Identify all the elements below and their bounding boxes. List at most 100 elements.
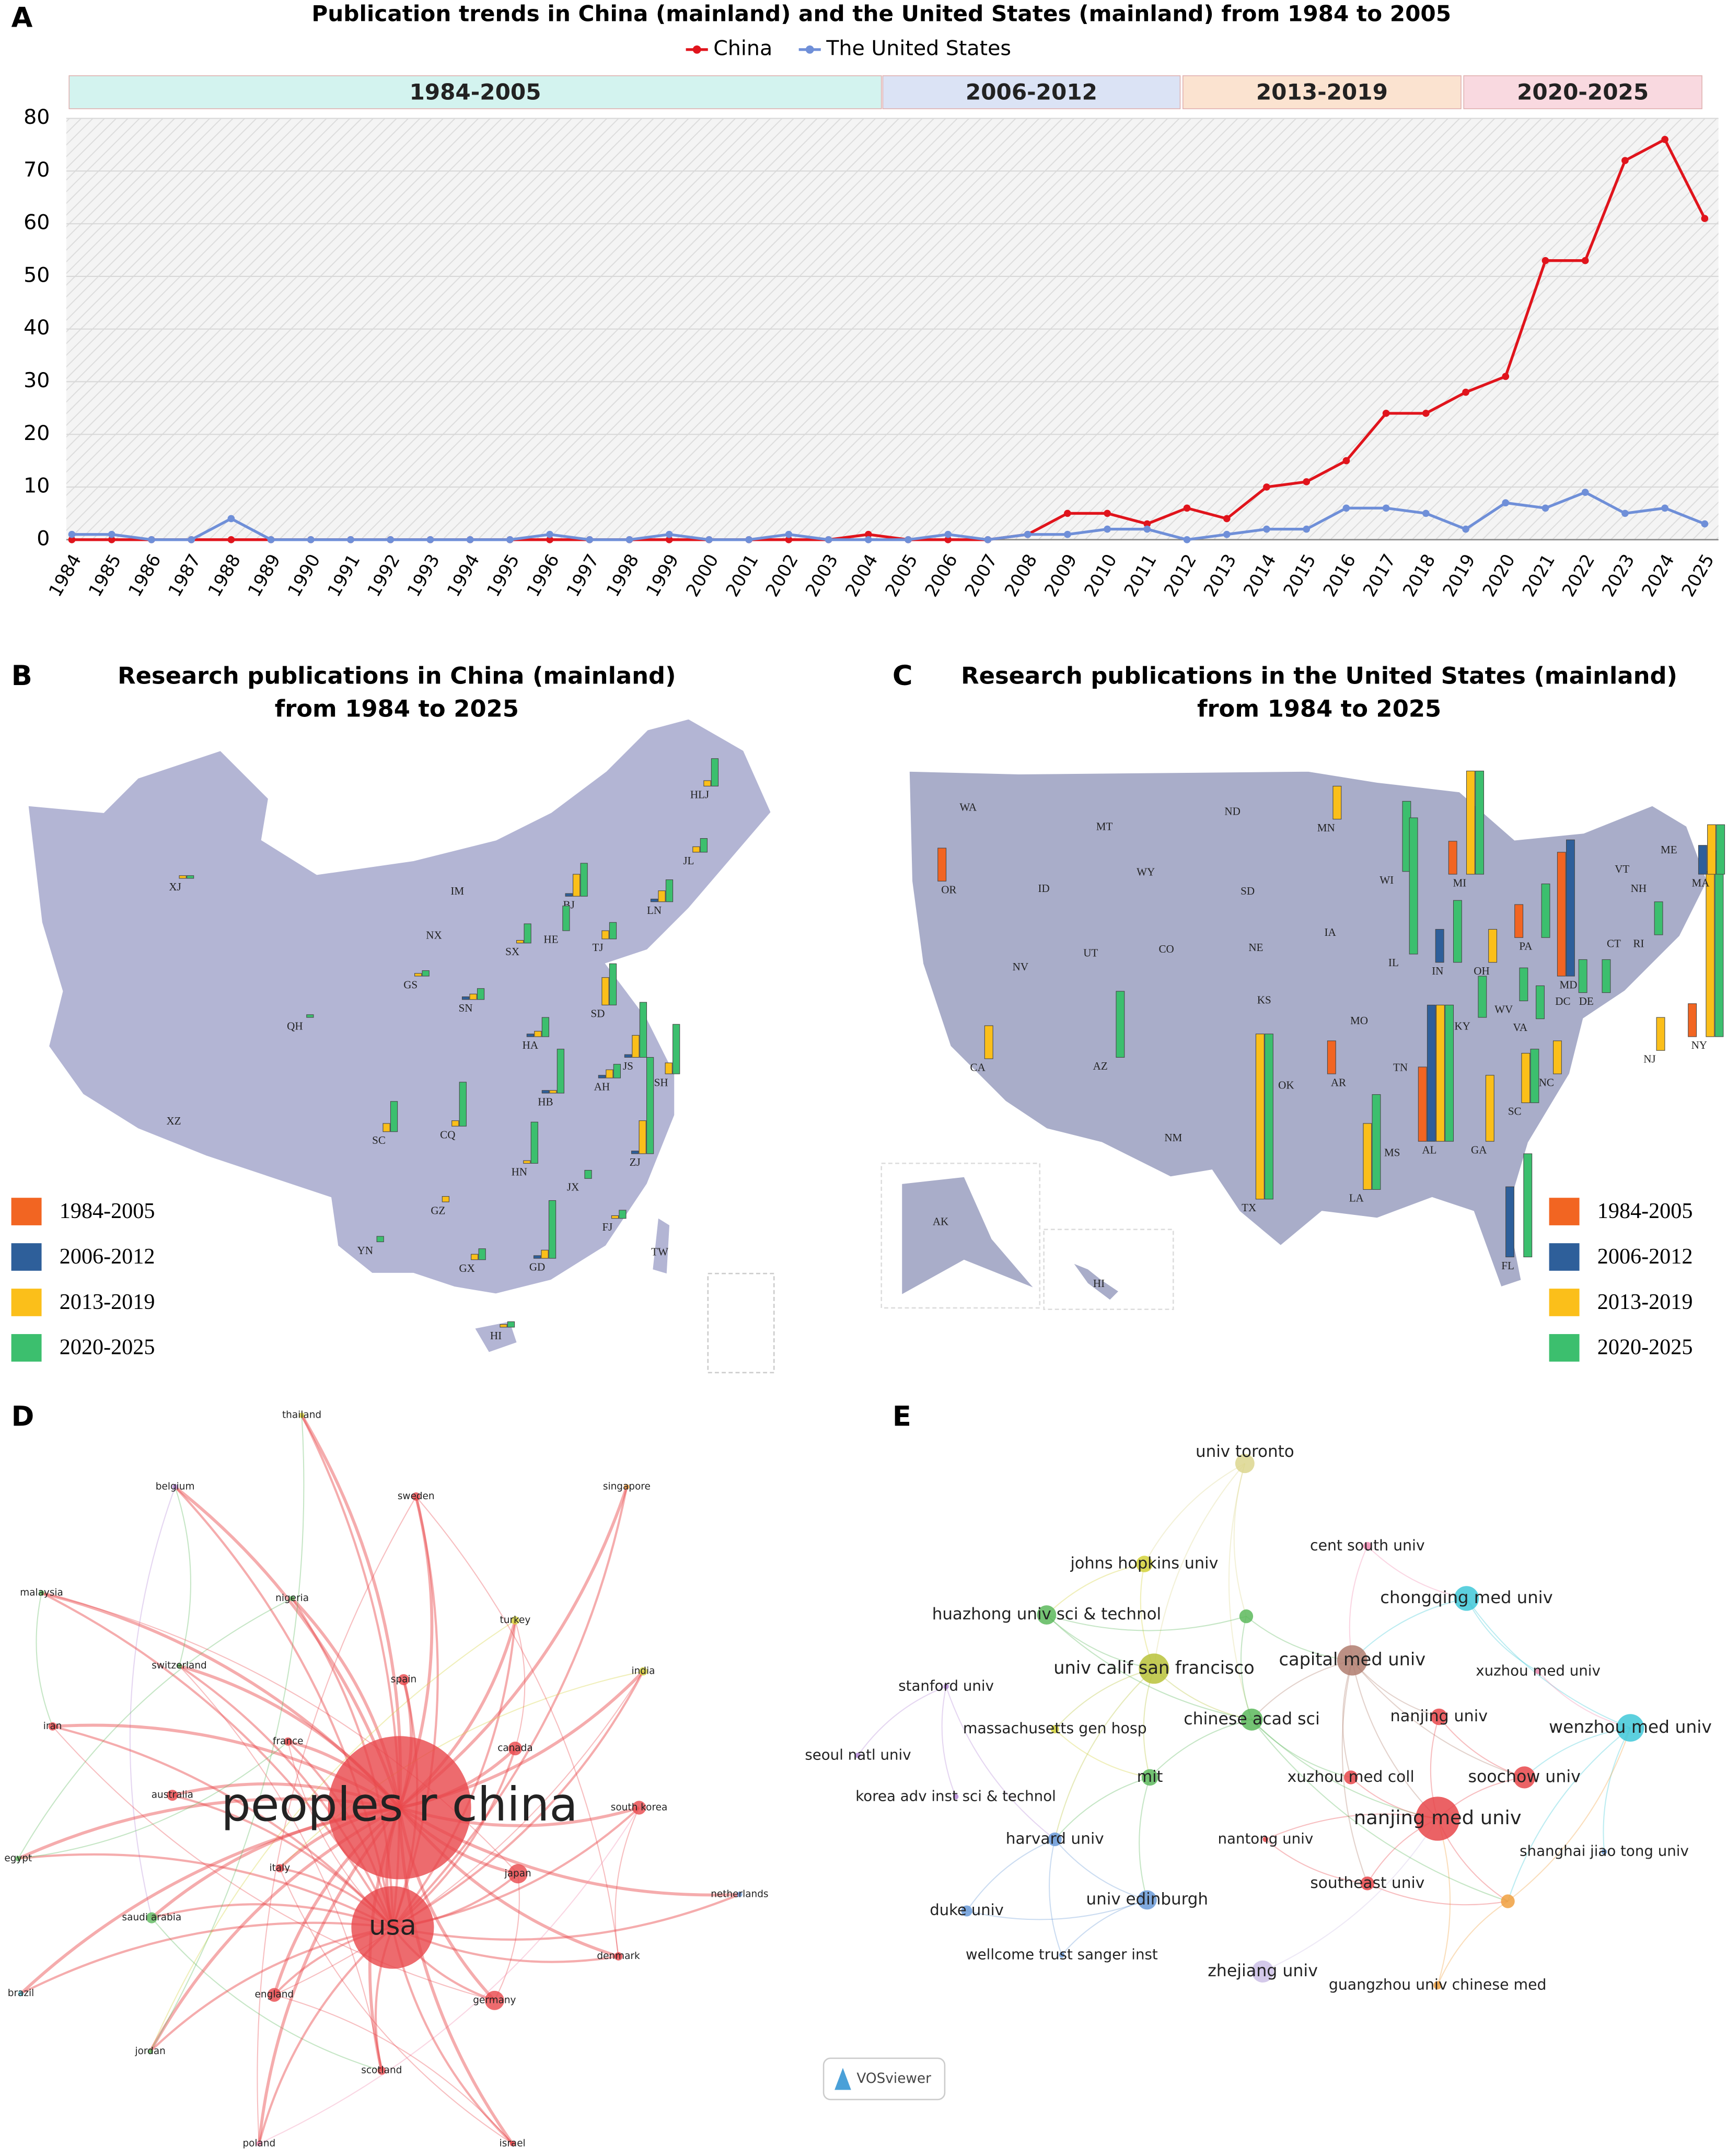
node-label: massachusetts gen hosp	[963, 1720, 1147, 1737]
node	[328, 1736, 471, 1880]
x-tick-label: 2013	[1200, 551, 1241, 600]
region-label: VT	[1615, 863, 1629, 875]
node	[1433, 1981, 1442, 1990]
map-title: Research publications in China (mainland…	[118, 662, 676, 689]
node	[267, 1988, 282, 2002]
edge	[1507, 1728, 1631, 1902]
x-tick-label: 1999	[642, 551, 683, 600]
data-point	[1382, 504, 1390, 512]
region-bar	[673, 1024, 680, 1074]
region-bar	[530, 1121, 538, 1164]
region-label: GZ	[431, 1204, 445, 1216]
region-bar	[1488, 929, 1498, 963]
region-bar	[516, 940, 524, 944]
region-label: SD	[1241, 885, 1255, 897]
node-label: shanghai jiao tong univ	[1520, 1842, 1689, 1860]
region-label: HN	[512, 1166, 527, 1178]
node	[1454, 1586, 1479, 1611]
edge	[615, 1807, 640, 1957]
legend-label: China	[713, 36, 772, 60]
region-label: LN	[647, 904, 662, 917]
region-bar	[1716, 824, 1725, 875]
edge	[52, 1726, 495, 2001]
y-tick-label: 70	[24, 158, 50, 182]
node	[1616, 1714, 1644, 1742]
node	[48, 1722, 57, 1731]
region-label: GD	[529, 1260, 545, 1273]
data-point	[1143, 525, 1151, 533]
node-label: wellcome trust sanger inst	[966, 1945, 1158, 1963]
edge	[1524, 1727, 1631, 1778]
y-tick-label: 30	[24, 368, 50, 392]
region-bar	[557, 1049, 564, 1094]
edge	[514, 1620, 526, 1749]
region-bar	[186, 875, 194, 879]
edge	[1054, 1839, 1148, 1900]
x-tick-label: 2017	[1359, 551, 1400, 600]
region-bar	[639, 1120, 646, 1154]
node	[15, 1856, 21, 1862]
region-label: MN	[1317, 821, 1335, 834]
edge	[279, 1868, 513, 2145]
region-label: OR	[941, 884, 957, 896]
x-tick-label: 1991	[323, 551, 364, 600]
region-bar	[471, 1254, 479, 1260]
data-point	[1621, 509, 1629, 517]
data-point	[944, 530, 952, 538]
edge	[1265, 1813, 1438, 1840]
legend-swatch	[1549, 1198, 1580, 1225]
edge	[1054, 1777, 1150, 1840]
legend-label: 2006-2012	[1597, 1244, 1693, 1269]
region-bar	[650, 898, 658, 902]
region-label: YN	[357, 1244, 373, 1257]
region-label: NX	[426, 929, 442, 941]
region-bar	[624, 1054, 632, 1058]
node-label: india	[631, 1666, 655, 1677]
region-label: MO	[1350, 1014, 1368, 1027]
node	[1239, 1609, 1254, 1624]
y-tick-label: 40	[24, 316, 50, 340]
edge	[1265, 1839, 1367, 1884]
x-tick-label: 1995	[483, 551, 524, 600]
region-label: MA	[1691, 876, 1710, 889]
region-bar	[1566, 839, 1575, 977]
region-bar	[573, 874, 581, 897]
region-label: ZJ	[630, 1156, 641, 1168]
edge	[274, 1994, 513, 2144]
node-label: saudi arabia	[122, 1912, 182, 1923]
node	[624, 1484, 630, 1490]
x-tick-label: 2018	[1399, 551, 1440, 600]
edge	[279, 1671, 644, 1869]
region-label: KY	[1454, 1019, 1470, 1032]
data-point	[1104, 509, 1111, 517]
region-label: SH	[654, 1076, 668, 1088]
x-tick-label: 2019	[1439, 551, 1479, 600]
region-label: PA	[1519, 940, 1533, 953]
node	[511, 1616, 519, 1625]
data-point	[1064, 509, 1071, 517]
region-bar	[646, 1057, 654, 1154]
data-point	[825, 536, 832, 543]
edge	[1228, 1463, 1253, 1720]
node	[1251, 1960, 1274, 1983]
node-label: southeast univ	[1310, 1873, 1424, 1892]
edge	[392, 1893, 740, 1941]
region-label: GA	[1471, 1143, 1487, 1156]
node	[1241, 1708, 1263, 1731]
edge	[259, 1807, 640, 2145]
node-label: sweden	[398, 1491, 435, 1502]
region-bar	[1418, 1067, 1427, 1142]
node	[1136, 1556, 1153, 1572]
node-label: univ toronto	[1196, 1442, 1294, 1461]
node	[1139, 1653, 1169, 1684]
y-tick-label: 20	[24, 421, 50, 445]
data-point	[347, 536, 354, 543]
node	[1337, 1645, 1367, 1676]
edge	[36, 1593, 53, 1727]
data-point	[1382, 410, 1390, 417]
node-label: japan	[504, 1868, 531, 1879]
node	[737, 1892, 743, 1897]
region-bar	[611, 1215, 619, 1219]
node	[172, 1484, 178, 1490]
